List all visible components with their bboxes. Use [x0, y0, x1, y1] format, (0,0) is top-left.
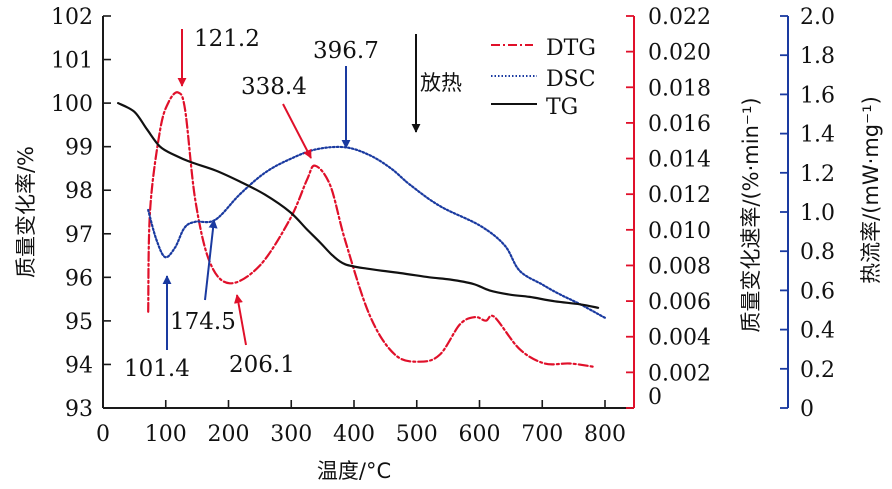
left-tick-label: 99	[65, 136, 93, 161]
annotation-174-5: 174.5	[170, 309, 236, 335]
x-tick-label: 500	[396, 422, 438, 447]
left-tick-label: 94	[65, 353, 93, 378]
left-tick-label: 98	[65, 179, 93, 204]
right1-tick-label: 0.014	[648, 148, 711, 173]
exotherm-label: 放热	[420, 71, 462, 95]
right1-tick-label: 0.012	[648, 183, 711, 208]
annotation-206-1: 206.1	[229, 352, 295, 378]
right1-tick-label: 0.004	[648, 326, 711, 351]
annotations: 121.2 338.4 206.1 396.7 101.4 174.5 放热	[124, 26, 462, 382]
series-dtg-line	[147, 91, 597, 369]
x-tick-label: 100	[145, 422, 187, 447]
annotation-101-4: 101.4	[124, 356, 190, 382]
x-tick-label: 400	[333, 422, 375, 447]
right2-tick-label: 1.8	[800, 44, 835, 69]
right2-tick-label: 0.2	[800, 358, 835, 383]
axes: 93 94 95 96 97 98 99 100 101 102 0 100 200 300 400 500 6…	[51, 5, 835, 447]
right1-tick-label: 0.006	[648, 290, 711, 315]
x-tick-label: 200	[208, 422, 250, 447]
right1-tick-label: 0.018	[648, 76, 711, 101]
right2-tick-label: 0.4	[800, 319, 835, 344]
right1-tick-label: 0.008	[648, 254, 711, 279]
right1-tick-label: 0.016	[648, 112, 711, 137]
x-tick-label: 700	[521, 422, 563, 447]
left-tick-label: 102	[51, 5, 93, 30]
right1-tick-label: 0.020	[648, 41, 711, 66]
legend: DTG DSC TG	[491, 36, 596, 120]
series-dsc-line	[147, 145, 607, 319]
right2-axis-title: 热流率/(mW·mg⁻¹)	[859, 96, 883, 284]
legend-label-tg: TG	[546, 95, 578, 120]
right2-tick-label: 0.6	[800, 279, 835, 304]
x-tick-label: 800	[584, 422, 626, 447]
right2-tick-label: 2.0	[800, 5, 835, 30]
left-tick-label: 96	[65, 266, 93, 291]
left-tick-label: 97	[65, 223, 93, 248]
annotation-arrow-338	[282, 103, 312, 159]
left-axis-title: 质量变化率/%	[14, 146, 38, 278]
left-tick-label: 93	[65, 397, 93, 422]
right2-tick-label: 1.2	[800, 162, 835, 187]
right1-tick-label: 0.002	[648, 361, 711, 386]
left-tick-label: 101	[51, 49, 93, 74]
right2-tick-label: 1.0	[800, 201, 835, 226]
right2-tick-label: 0.8	[800, 240, 835, 265]
legend-label-dsc: DSC	[546, 67, 596, 92]
right1-axis-title: 质量变化速率/(%·min⁻¹)	[739, 97, 763, 332]
right2-tick-label: 1.4	[800, 123, 835, 148]
left-tick-label: 100	[51, 92, 93, 117]
right2-tick-label: 0	[800, 397, 814, 422]
right1-tick-label: 0.022	[648, 5, 711, 30]
left-tick-label: 95	[65, 310, 93, 335]
annotation-arrow-174	[204, 219, 218, 301]
right1-tick-label: 0	[648, 385, 662, 410]
annotation-121-2: 121.2	[194, 26, 260, 52]
right2-tick-label: 1.6	[800, 83, 835, 108]
legend-label-dtg: DTG	[546, 36, 596, 61]
x-tick-label: 300	[270, 422, 312, 447]
annotation-arrow-206	[234, 294, 247, 346]
x-tick-label: 0	[96, 422, 110, 447]
x-tick-label: 600	[459, 422, 501, 447]
annotation-338-4: 338.4	[241, 74, 307, 100]
right1-tick-label: 0.010	[648, 219, 711, 244]
annotation-396-7: 396.7	[313, 38, 379, 64]
x-axis-title: 温度/°C	[317, 459, 391, 483]
series-tg-line	[117, 102, 600, 309]
